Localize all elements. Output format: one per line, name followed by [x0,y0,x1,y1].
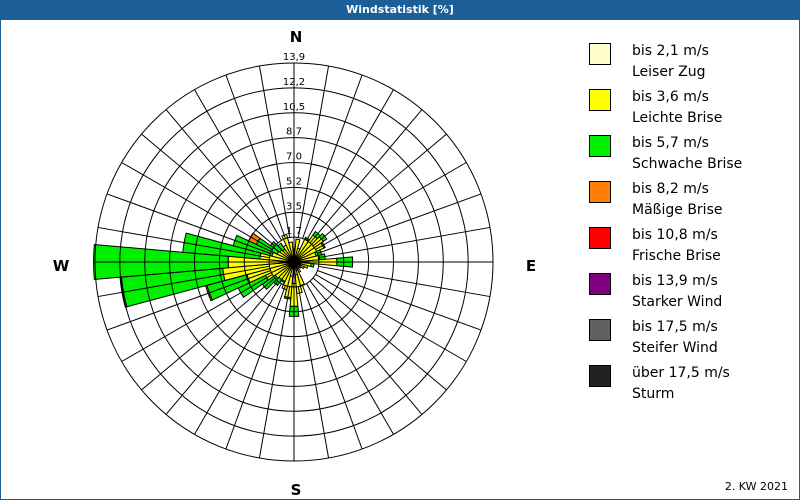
grid-spoke [106,193,271,254]
grid-spoke [121,162,273,250]
legend-item: bis 2,1 m/s Leiser Zug [589,40,789,86]
grid-spoke [225,285,286,450]
grid-spoke [318,226,491,259]
wind-rose: 1,7 3,5 5,2 7,0 8,7 10,5 12,2 13,9 N E S W [53,28,536,499]
legend-name: Schwache Brise [632,156,743,172]
legend-range: bis 10,8 m/s [632,227,718,243]
grid-spoke [318,265,491,298]
wind-sectors [93,230,354,317]
grid-spoke [317,193,482,254]
chart-title: Windstatistik [%] [0,0,800,20]
legend-range: bis 2,1 m/s [632,43,709,59]
sector-band [288,241,295,258]
legend-swatch [589,181,611,203]
compass-south: S [291,481,302,499]
grid-spoke [121,274,273,362]
legend-range: bis 5,7 m/s [632,135,709,151]
grid-spoke [317,270,482,331]
ring-label: 5,2 [286,176,302,187]
ring-label: 1,7 [286,226,302,237]
grid-spoke [141,133,276,247]
grid-spoke [309,280,423,415]
legend-swatch [589,89,611,111]
grid-spoke [97,226,270,259]
legend-item: bis 10,8 m/s Frische Brise [589,224,789,270]
ring-label: 3,5 [286,201,302,212]
legend-swatch [589,365,611,387]
compass-east: E [526,257,536,275]
grid-spoke [306,283,394,435]
grid-spoke [302,74,363,239]
ring-label: 12,2 [283,77,305,88]
legend-name: Sturm [632,386,675,402]
grid-spoke [106,270,271,331]
legend: bis 2,1 m/s Leiser Zug bis 3,6 m/s Leichte … [589,40,789,408]
grid-spoke [297,65,330,238]
legend-name: Leichte Brise [632,110,723,126]
grid-spoke [312,277,447,391]
grid-spoke [97,265,270,298]
grid-spoke [165,109,279,244]
grid-spoke [315,162,467,250]
compass-north: N [290,28,303,46]
legend-name: Frische Brise [632,248,721,264]
legend-item: bis 17,5 m/s Steifer Wind [589,316,789,362]
grid-spoke [194,89,282,241]
grid-spoke [194,283,282,435]
legend-item: über 17,5 m/s Sturm [589,362,789,408]
grid-spoke [309,109,423,244]
grid-spoke [165,280,279,415]
ring-label: 8,7 [286,127,302,138]
legend-range: über 17,5 m/s [632,365,730,381]
grid-spoke [302,285,363,450]
grid-spoke [258,65,291,238]
legend-item: bis 8,2 m/s Mäßige Brise [589,178,789,224]
legend-name: Starker Wind [632,294,723,310]
legend-name: Steifer Wind [632,340,718,356]
legend-swatch [589,319,611,341]
ring-labels: 1,7 3,5 5,2 7,0 8,7 10,5 12,2 13,9 [283,52,305,237]
grid-spoke [141,277,276,391]
legend-name: Mäßige Brise [632,202,723,218]
sector-band [309,262,315,268]
legend-range: bis 8,2 m/s [632,181,709,197]
polar-grid [94,62,494,462]
sector-band [281,267,293,291]
legend-name: Leiser Zug [632,64,706,80]
legend-swatch [589,273,611,295]
legend-item: bis 3,6 m/s Leichte Brise [589,86,789,132]
compass-west: W [53,257,70,275]
legend-range: bis 17,5 m/s [632,319,718,335]
period-label: 2. KW 2021 [724,480,788,493]
legend-range: bis 3,6 m/s [632,89,709,105]
ring-label: 10,5 [283,102,305,113]
sector-band [293,238,301,258]
sector-band [277,242,286,252]
grid-spoke [225,74,286,239]
legend-range: bis 13,9 m/s [632,273,718,289]
ring-label: 13,9 [283,52,305,63]
legend-item: bis 13,9 m/s Starker Wind [589,270,789,316]
grid-spoke [258,286,291,459]
grid-spoke [297,286,330,459]
grid-spoke [315,274,467,362]
legend-swatch [589,227,611,249]
legend-swatch [589,135,611,157]
grid-spoke [306,89,394,241]
legend-swatch [589,43,611,65]
sector-band [281,233,294,258]
grid-spoke [312,133,447,247]
ring-label: 7,0 [286,152,302,163]
legend-item: bis 5,7 m/s Schwache Brise [589,132,789,178]
